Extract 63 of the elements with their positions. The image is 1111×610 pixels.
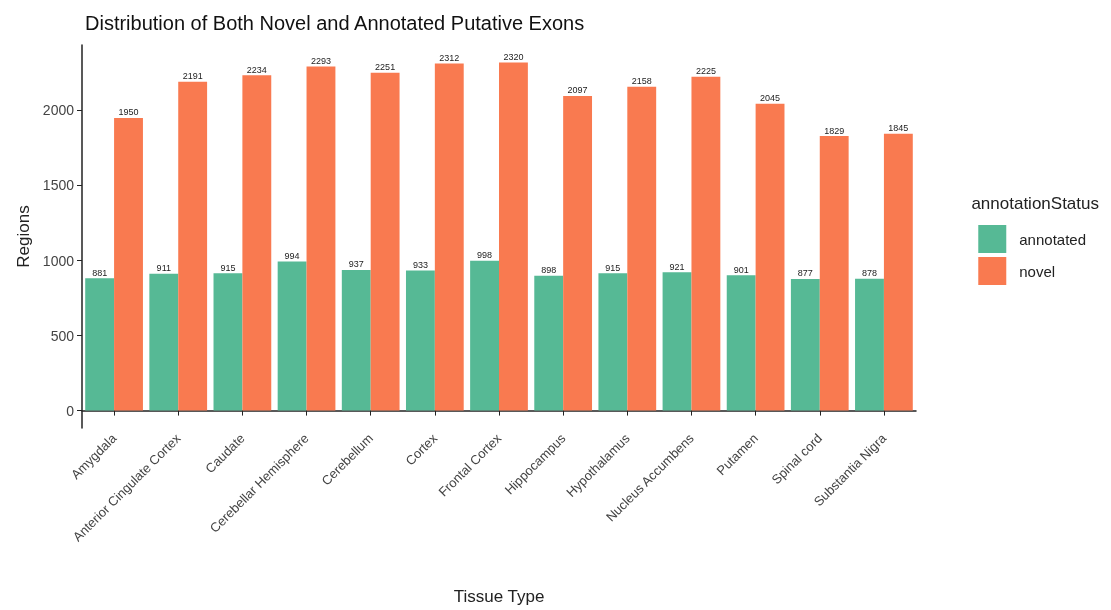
data-label: 2097 xyxy=(567,85,588,96)
bar xyxy=(178,81,208,411)
data-label: 2234 xyxy=(246,64,267,75)
data-label: 901 xyxy=(733,264,749,275)
bar xyxy=(855,278,884,411)
data-label: 1950 xyxy=(118,107,139,118)
bar xyxy=(534,275,564,411)
data-label: 2320 xyxy=(503,51,524,62)
data-label: 2312 xyxy=(439,53,460,64)
data-label: 1845 xyxy=(888,123,909,134)
data-label: 2191 xyxy=(182,71,203,82)
data-label: 921 xyxy=(669,261,685,272)
data-label: 2158 xyxy=(631,76,652,87)
data-label: 937 xyxy=(348,259,364,270)
bar xyxy=(499,62,528,411)
bar xyxy=(85,278,115,411)
bar xyxy=(306,66,336,411)
data-label: 2045 xyxy=(760,93,781,104)
bar xyxy=(434,63,464,411)
chart-title: Distribution of Both Novel and Annotated Putative Exons xyxy=(85,12,585,34)
bar xyxy=(277,261,307,411)
data-label: 881 xyxy=(92,267,108,278)
bar xyxy=(662,272,692,411)
data-label: 933 xyxy=(412,260,428,271)
y-tick-label: 2000 xyxy=(42,102,75,119)
bar xyxy=(563,95,593,411)
data-label: 994 xyxy=(284,250,300,261)
bar xyxy=(883,133,913,411)
bar xyxy=(755,103,785,411)
legend-label: novel xyxy=(1019,262,1056,280)
data-label: 1829 xyxy=(824,125,845,136)
y-tick-label: 0 xyxy=(66,402,75,419)
data-label: 998 xyxy=(477,250,493,261)
bar xyxy=(405,270,435,411)
data-label: 911 xyxy=(156,263,171,274)
bar xyxy=(790,278,820,411)
x-axis-title: Tissue Type xyxy=(453,587,545,606)
bar xyxy=(114,117,143,411)
bar xyxy=(470,260,499,411)
bar xyxy=(627,86,657,411)
bar xyxy=(149,273,179,411)
data-label: 878 xyxy=(861,268,877,279)
data-label: 915 xyxy=(220,262,236,273)
legend-title: annotationStatus xyxy=(971,194,1100,213)
bar xyxy=(691,76,721,411)
bar xyxy=(726,275,756,411)
legend-label: annotated xyxy=(1019,230,1086,248)
data-label: 915 xyxy=(605,262,621,273)
bar xyxy=(819,136,849,411)
bar xyxy=(370,72,400,411)
data-label: 2293 xyxy=(310,55,331,66)
data-label: 2225 xyxy=(695,66,716,77)
y-axis-title: Regions xyxy=(13,205,33,268)
data-label: 898 xyxy=(541,265,557,276)
y-tick-label: 1500 xyxy=(42,177,75,194)
bar xyxy=(598,273,628,411)
y-tick-label: 500 xyxy=(50,327,75,344)
y-tick-label: 1000 xyxy=(42,252,75,269)
bar xyxy=(242,75,272,411)
data-label: 2251 xyxy=(375,62,396,73)
bar xyxy=(341,269,371,411)
data-label: 877 xyxy=(797,268,813,279)
bar xyxy=(213,273,243,411)
